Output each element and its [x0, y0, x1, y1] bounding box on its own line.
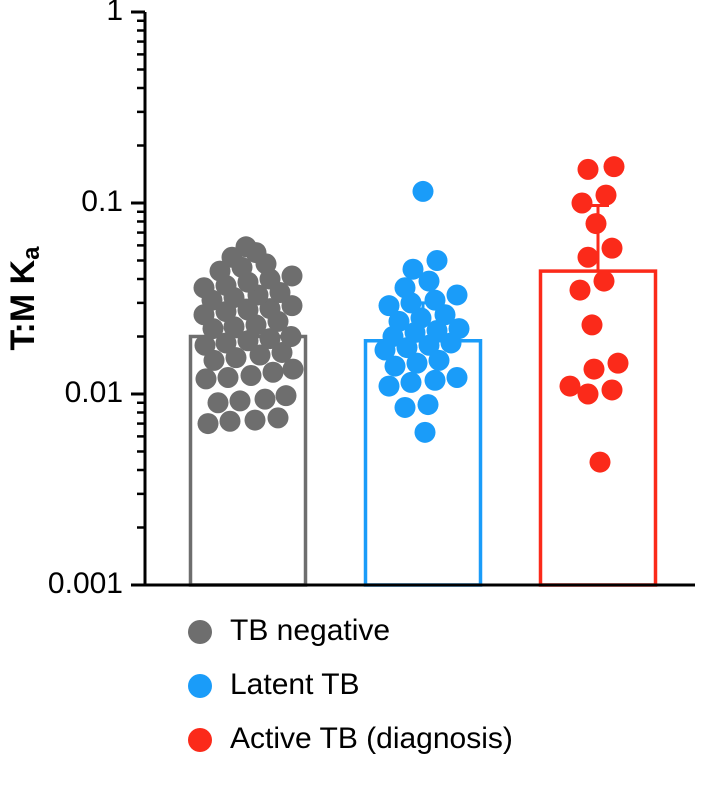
svg-text:TB negative: TB negative: [230, 614, 390, 647]
tm-ka-scatter-chart: 0.001 0.01 0.1 1 T:M Ka TB negative Latent TB A…: [0, 0, 720, 791]
svg-text:Latent TB: Latent TB: [230, 668, 360, 701]
svg-text:T:M Ka: T:M Ka: [4, 246, 45, 351]
svg-text:0.1: 0.1: [81, 185, 123, 218]
chart-container: 0.001 0.01 0.1 1 T:M Ka TB negative Latent TB A…: [0, 0, 720, 791]
svg-text:0.01: 0.01: [65, 376, 123, 409]
svg-text:1: 1: [106, 0, 123, 27]
svg-text:0.001: 0.001: [48, 567, 123, 600]
svg-text:Active TB (diagnosis): Active TB (diagnosis): [230, 722, 513, 755]
